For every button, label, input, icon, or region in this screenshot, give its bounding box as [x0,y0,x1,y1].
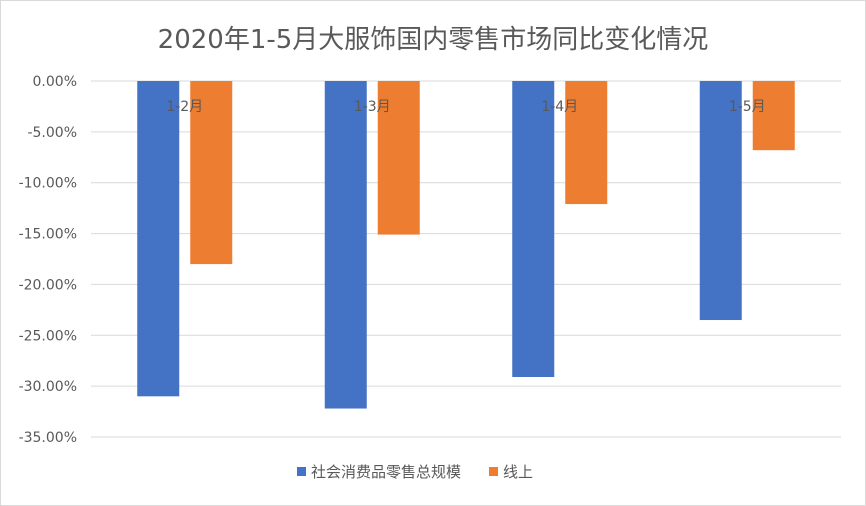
bar-online-3 [565,81,608,205]
category-label: 1-3月 [354,99,391,115]
legend-label: 线上 [503,463,533,481]
y-tick-label: -35.00% [19,430,77,446]
legend-label: 社会消费品零售总规模 [311,463,461,481]
category-label: 1-4月 [541,99,578,115]
bar-total-retail-4 [699,81,742,321]
y-axis-ticks: 0.00% -5.00% -10.00% -15.00% -20.00% -25.00% -… [19,74,77,446]
bar-total-retail-2 [324,81,367,409]
category-label: 1-5月 [729,99,766,115]
y-tick-label: -20.00% [19,277,77,293]
y-tick-label: -15.00% [19,227,77,243]
bar-online-4 [752,81,795,151]
bar-online-1 [190,81,233,265]
category-labels: 1-2月 1-3月 1-4月 1-5月 [166,99,765,115]
bar-online-2 [377,81,420,235]
chart-title: 2020年1-5月大服饰国内零售市场同比变化情况 [158,25,709,55]
y-tick-label: -5.00% [27,125,77,141]
y-tick-label: 0.00% [33,74,77,90]
y-tick-label: -10.00% [19,176,77,192]
bar-total-retail-1 [137,81,180,397]
category-label: 1-2月 [166,99,203,115]
legend-swatch [297,467,306,476]
bars [137,81,795,409]
bar-total-retail-3 [512,81,555,377]
y-tick-label: -25.00% [19,328,77,344]
legend-swatch [489,467,498,476]
legend: 社会消费品零售总规模 线上 [297,463,533,481]
y-tick-label: -30.00% [19,379,77,395]
